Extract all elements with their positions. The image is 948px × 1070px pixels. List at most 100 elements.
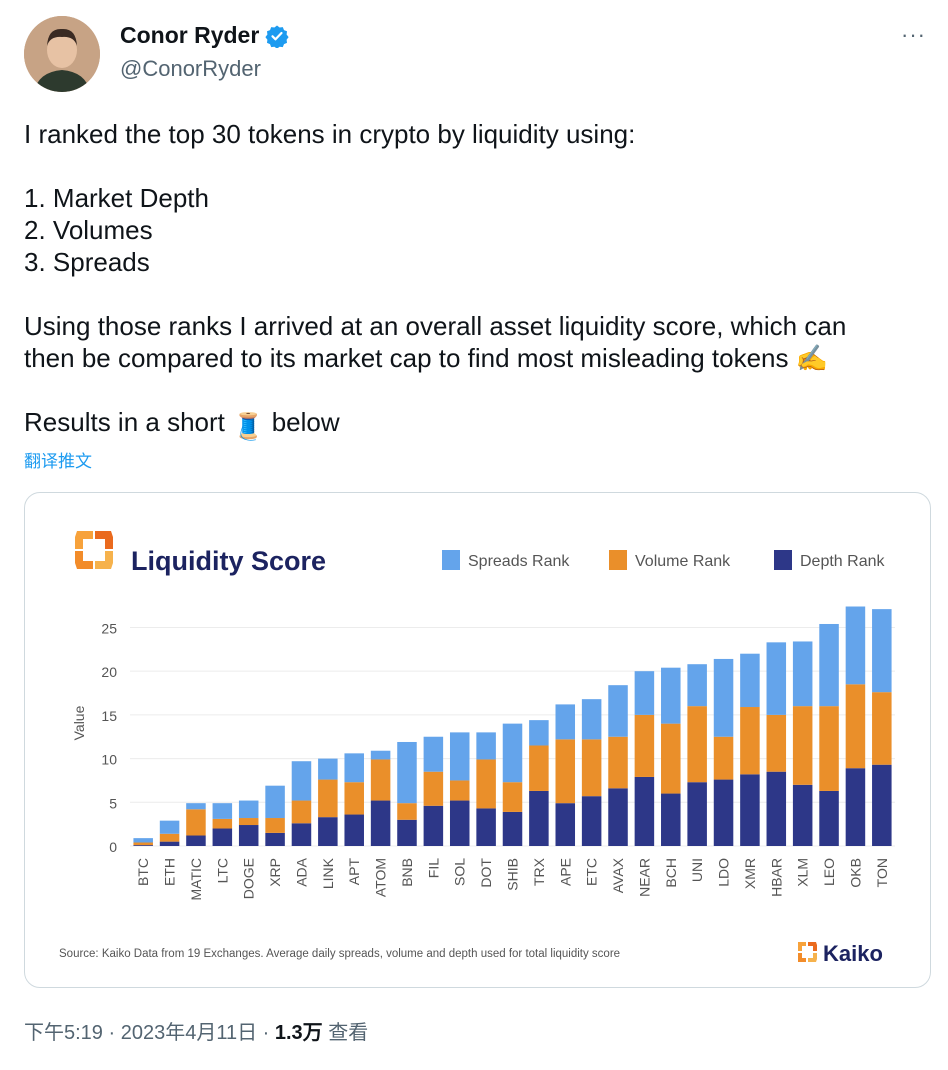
legend-label-volume: Volume Rank (635, 553, 731, 570)
bar-segment-depth-rank (634, 776, 655, 846)
kaiko-brand-icon (798, 942, 817, 962)
bar-segment-depth-rank (713, 779, 734, 846)
avatar-photo (24, 16, 100, 92)
bar-segment-spreads-rank (238, 800, 259, 819)
x-tick-label: LEO (821, 858, 837, 886)
avatar[interactable] (24, 16, 100, 92)
x-tick-label: DOGE (241, 858, 257, 899)
tweet-text: I ranked the top 30 tokens in crypto by … (24, 118, 924, 442)
bar-segment-spreads-rank (766, 642, 787, 715)
tweet-text-segment: below (264, 407, 340, 437)
x-tick-label: FIL (425, 858, 441, 878)
author-name-text[interactable]: Conor Ryder (120, 22, 260, 48)
tweet-footer: 下午5:19 · 2023年4月11日 · 1.3万 查看 (24, 1016, 368, 1045)
bar-segment-spreads-rank (370, 750, 391, 760)
legend-swatch-spreads (442, 550, 460, 570)
bar-segment-depth-rank (502, 811, 523, 846)
bar-segment-depth-rank (555, 803, 576, 846)
x-tick-label: XLM (795, 858, 811, 887)
bar-segment-volume-rank (476, 759, 496, 809)
view-count[interactable]: 1.3万 (274, 1022, 323, 1044)
author-name[interactable]: Conor Ryder (120, 22, 289, 49)
x-tick-label: DOT (478, 858, 494, 888)
bar-segment-spreads-rank (581, 699, 602, 740)
tweet-list-item: 3. Spreads (24, 247, 150, 277)
y-axis-label: Value (71, 705, 87, 740)
bar-segment-volume-rank (502, 782, 523, 812)
more-options-icon[interactable]: ··· (901, 22, 926, 47)
y-tick-label: 10 (101, 752, 117, 768)
bar-segment-volume-rank (449, 780, 470, 801)
x-tick-label: LTC (214, 858, 230, 883)
bar-segment-volume-rank (581, 739, 602, 797)
bar-segment-volume-rank (687, 706, 707, 783)
bar-segment-spreads-rank (344, 753, 364, 783)
x-tick-label: LINK (320, 857, 336, 889)
bar-segment-spreads-rank (661, 667, 681, 724)
tweet-list-item: 2. Volumes (24, 215, 153, 245)
x-tick-label: UNI (689, 858, 705, 882)
bar-segment-depth-rank (423, 805, 444, 846)
tweet-line: Using those ranks I arrived at an overal… (24, 311, 847, 341)
bar-segment-depth-rank (661, 793, 681, 846)
x-tick-label: TON (874, 858, 890, 887)
bar-segment-depth-rank (819, 790, 839, 846)
legend-swatch-volume (609, 550, 627, 570)
bar-segment-volume-rank (265, 818, 285, 833)
bar-segment-depth-rank (159, 841, 180, 846)
y-tick-label: 5 (109, 795, 117, 811)
translate-link[interactable]: 翻译推文 (24, 452, 92, 471)
bar-segment-depth-rank (872, 764, 892, 846)
author-handle[interactable]: @ConorRyder (120, 56, 261, 81)
bar-segment-volume-rank (792, 706, 813, 785)
bar-segment-depth-rank (529, 790, 549, 846)
bar-segment-volume-rank (713, 736, 734, 780)
thread-emoji-icon: 🧵 (232, 411, 265, 441)
bar-segment-spreads-rank (819, 623, 839, 707)
x-tick-label: AVAX (610, 857, 626, 893)
x-tick-label: APT (346, 858, 362, 886)
bar-segment-depth-rank (133, 845, 153, 846)
x-tick-label: LDO (716, 858, 732, 887)
liquidity-chart: Liquidity Score Spreads Rank Volume Rank… (59, 531, 895, 966)
x-tick-label: OKB (847, 858, 863, 888)
x-tick-label: SHIB (505, 858, 521, 891)
verified-badge-icon (265, 25, 289, 48)
bar-segment-depth-rank (687, 782, 707, 846)
bar-segment-spreads-rank (555, 704, 576, 740)
bar-segment-spreads-rank (529, 720, 549, 746)
x-tick-label: MATIC (188, 858, 204, 901)
x-tick-label: APE (557, 858, 573, 886)
kaiko-brand-name: Kaiko (823, 941, 883, 966)
kaiko-logo-icon (75, 531, 113, 569)
timestamp[interactable]: 下午5:19 · 2023年4月11日 · (24, 1022, 275, 1044)
bar-segment-volume-rank (133, 842, 153, 846)
legend-label-depth: Depth Rank (800, 553, 885, 570)
bar-segment-spreads-rank (845, 606, 866, 685)
bar-segment-volume-rank (555, 739, 576, 804)
bar-segment-spreads-rank (872, 609, 892, 693)
bar-segment-spreads-rank (608, 685, 628, 737)
y-tick-label: 0 (109, 839, 117, 855)
bar-segment-spreads-rank (713, 658, 734, 737)
x-tick-label: ATOM (373, 858, 389, 897)
bar-segment-depth-rank (792, 784, 813, 846)
bar-segment-spreads-rank (133, 838, 153, 843)
x-tick-label: SOL (452, 858, 468, 886)
bar-segment-volume-rank (661, 723, 681, 794)
bar-segment-spreads-rank (423, 736, 444, 772)
bar-segment-depth-rank (370, 800, 391, 846)
tweet-line: I ranked the top 30 tokens in crypto by … (24, 119, 636, 149)
bar-segment-volume-rank (740, 707, 760, 775)
chart-image-card[interactable]: Liquidity Score Spreads Rank Volume Rank… (24, 492, 931, 988)
tweet-line: Results in a short 🧵 below (24, 406, 924, 442)
bar-segment-spreads-rank (687, 664, 707, 707)
bar-segment-spreads-rank (792, 641, 813, 707)
x-tick-label: BNB (399, 858, 415, 887)
bar-segment-volume-rank (872, 692, 892, 765)
x-tick-label: HBAR (768, 858, 784, 897)
bar-segment-depth-rank (318, 817, 338, 846)
bar-segment-depth-rank (291, 823, 312, 846)
bar-segment-depth-rank (397, 819, 417, 846)
x-tick-label: ADA (293, 857, 309, 886)
